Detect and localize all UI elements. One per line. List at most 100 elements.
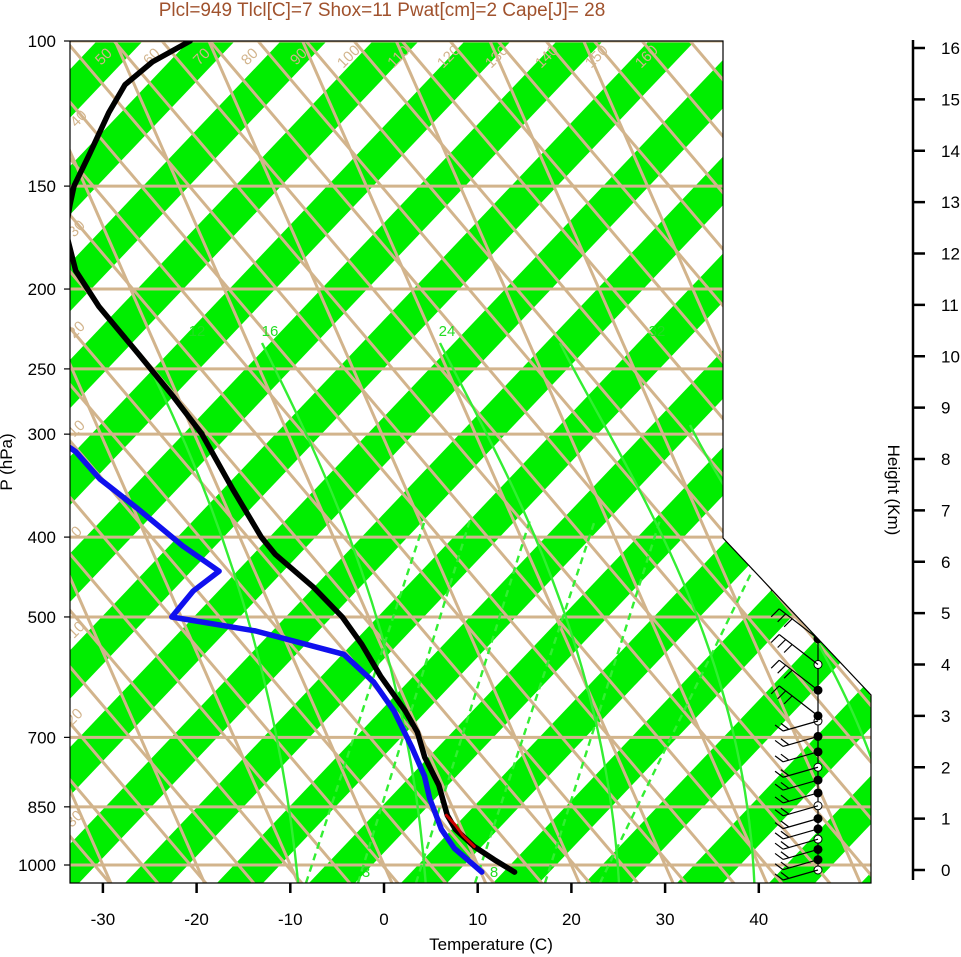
height-tick-label: 6: [941, 553, 950, 572]
wind-barb-feather: [774, 873, 784, 881]
temperature-tick-label: 30: [656, 910, 675, 929]
dry-adiabat-line: [70, 41, 529, 883]
mixing-ratio-lines: [304, 519, 762, 883]
moist-adiabat-line: [148, 367, 302, 883]
wind-barb-feather: [783, 541, 793, 551]
wind-barb-feather: [770, 479, 780, 489]
dry-adiabat-line: [70, 41, 289, 883]
wind-barb-feather: [774, 724, 784, 732]
wind-barb-feather: [774, 842, 784, 850]
temperature-tick-label: 40: [749, 910, 768, 929]
dry-adiabat-line: [78, 41, 865, 883]
pressure-tick-label: 1000: [18, 856, 56, 875]
wind-barb-feather: [770, 659, 780, 669]
chart-title: Plcl=949 Tlcl[C]=7 Shox=11 Pwat[cm]=2 Ca…: [159, 0, 606, 21]
wind-level-marker: [813, 608, 823, 618]
adiabat-band: [70, 41, 871, 883]
wind-level-marker: [813, 249, 823, 258]
height-tick-label: 5: [941, 604, 950, 623]
isotherm-line: [70, 41, 411, 883]
wind-barb-feather: [780, 722, 790, 730]
wind-barb-feather: [777, 664, 787, 674]
wind-level-marker: [813, 146, 823, 156]
dry-adiabat-line: [70, 41, 433, 883]
wind-barb-feather: [777, 279, 787, 289]
wind-barb-feather: [777, 433, 787, 443]
pressure-tick-label: 300: [28, 425, 56, 444]
moist-adiabat-line: [438, 342, 622, 883]
wind-level-marker: [813, 403, 823, 413]
wind-barb-feather: [774, 809, 784, 817]
wind-barb: [778, 428, 819, 460]
height-tick-label: 9: [941, 399, 950, 418]
wind-barb-feather: [774, 822, 784, 830]
wind-barb-feather: [780, 830, 790, 838]
adiabat-band: [804, 41, 871, 883]
grid-line-label: 0: [725, 458, 743, 476]
moist-adiabat-line: [260, 342, 429, 883]
dry-adiabat-line: [222, 41, 871, 883]
grid-line-label: 10: [745, 538, 769, 562]
height-tick-label: 16: [941, 39, 960, 58]
wind-barb-feather: [774, 796, 784, 804]
wind-barb-feather: [777, 176, 787, 186]
parcel-profile-line: [444, 813, 476, 849]
mixing-ratio-line: [356, 519, 472, 883]
pressure-tick-label: 150: [28, 177, 56, 196]
wind-barb-feather: [770, 68, 780, 78]
height-tick-label: 13: [941, 193, 960, 212]
wind-barb-feather: [783, 78, 793, 88]
pressure-tick-label: 200: [28, 280, 56, 299]
wind-barb-feather: [774, 863, 784, 871]
dry-adiabat-line: [70, 41, 673, 883]
wind-barb-feather: [783, 438, 793, 448]
wind-level-marker: [813, 505, 823, 515]
wind-barb-feather: [770, 223, 780, 232]
wind-barb: [778, 68, 819, 100]
grid-line-label: 20: [722, 233, 746, 257]
wind-barb-feather: [783, 233, 793, 242]
grid-line-label: 10: [65, 417, 89, 441]
wind-barb-feather: [770, 120, 780, 130]
height-tick-label: 14: [941, 142, 960, 161]
wind-barb-feather: [783, 489, 793, 499]
wind-barb-feather: [774, 852, 784, 860]
dry-adiabat-line: [70, 41, 241, 883]
moist-adiabat-label: 12: [189, 323, 206, 340]
temperature-axis: -30 -20 -10 0 10 20 30 40: [91, 883, 768, 929]
wind-barb-feather: [770, 171, 780, 181]
wind-barb-feather: [770, 274, 780, 284]
mixing-ratio-label: 3: [362, 864, 370, 881]
wind-barb-feather: [777, 382, 787, 392]
wind-barb-feather: [783, 335, 793, 345]
mixing-ratio-line: [598, 554, 762, 883]
wind-barb-feather: [770, 377, 780, 387]
wind-level-marker: [813, 43, 823, 53]
sounding-profiles: [70, 41, 518, 875]
pressure-tick-label: 250: [28, 360, 56, 379]
wind-barb-feather: [783, 387, 793, 397]
mixing-ratio-line: [414, 519, 532, 883]
adiabat-band: [712, 41, 871, 883]
isotherm-line: [70, 41, 224, 883]
x-axis-label: Temperature (C): [429, 935, 553, 954]
dry-adiabat-line: [702, 41, 871, 883]
height-tick-label: 3: [941, 707, 950, 726]
y-axis-label: P (hPa): [0, 433, 16, 490]
height-tick-label: 4: [941, 656, 950, 675]
wind-barb-feather: [774, 783, 784, 791]
adiabat-band: [70, 41, 752, 883]
adiabat-band: [70, 41, 660, 883]
moist-adiabat-label: 32: [649, 323, 666, 340]
wind-barb-feather: [774, 739, 784, 747]
dry-adiabat-line: [70, 41, 769, 883]
mixing-ratio-label: 8: [490, 864, 498, 881]
temperature-profile-line: [70, 41, 518, 875]
wind-barb-feather: [783, 695, 793, 705]
dry-adiabat-line: [70, 41, 817, 883]
wind-barbs: [770, 41, 823, 881]
mixing-ratio-line: [543, 519, 662, 883]
dry-adiabat-line: [70, 41, 625, 883]
height-tick-label: 11: [941, 296, 959, 315]
pressure-tick-label: 400: [28, 528, 56, 547]
